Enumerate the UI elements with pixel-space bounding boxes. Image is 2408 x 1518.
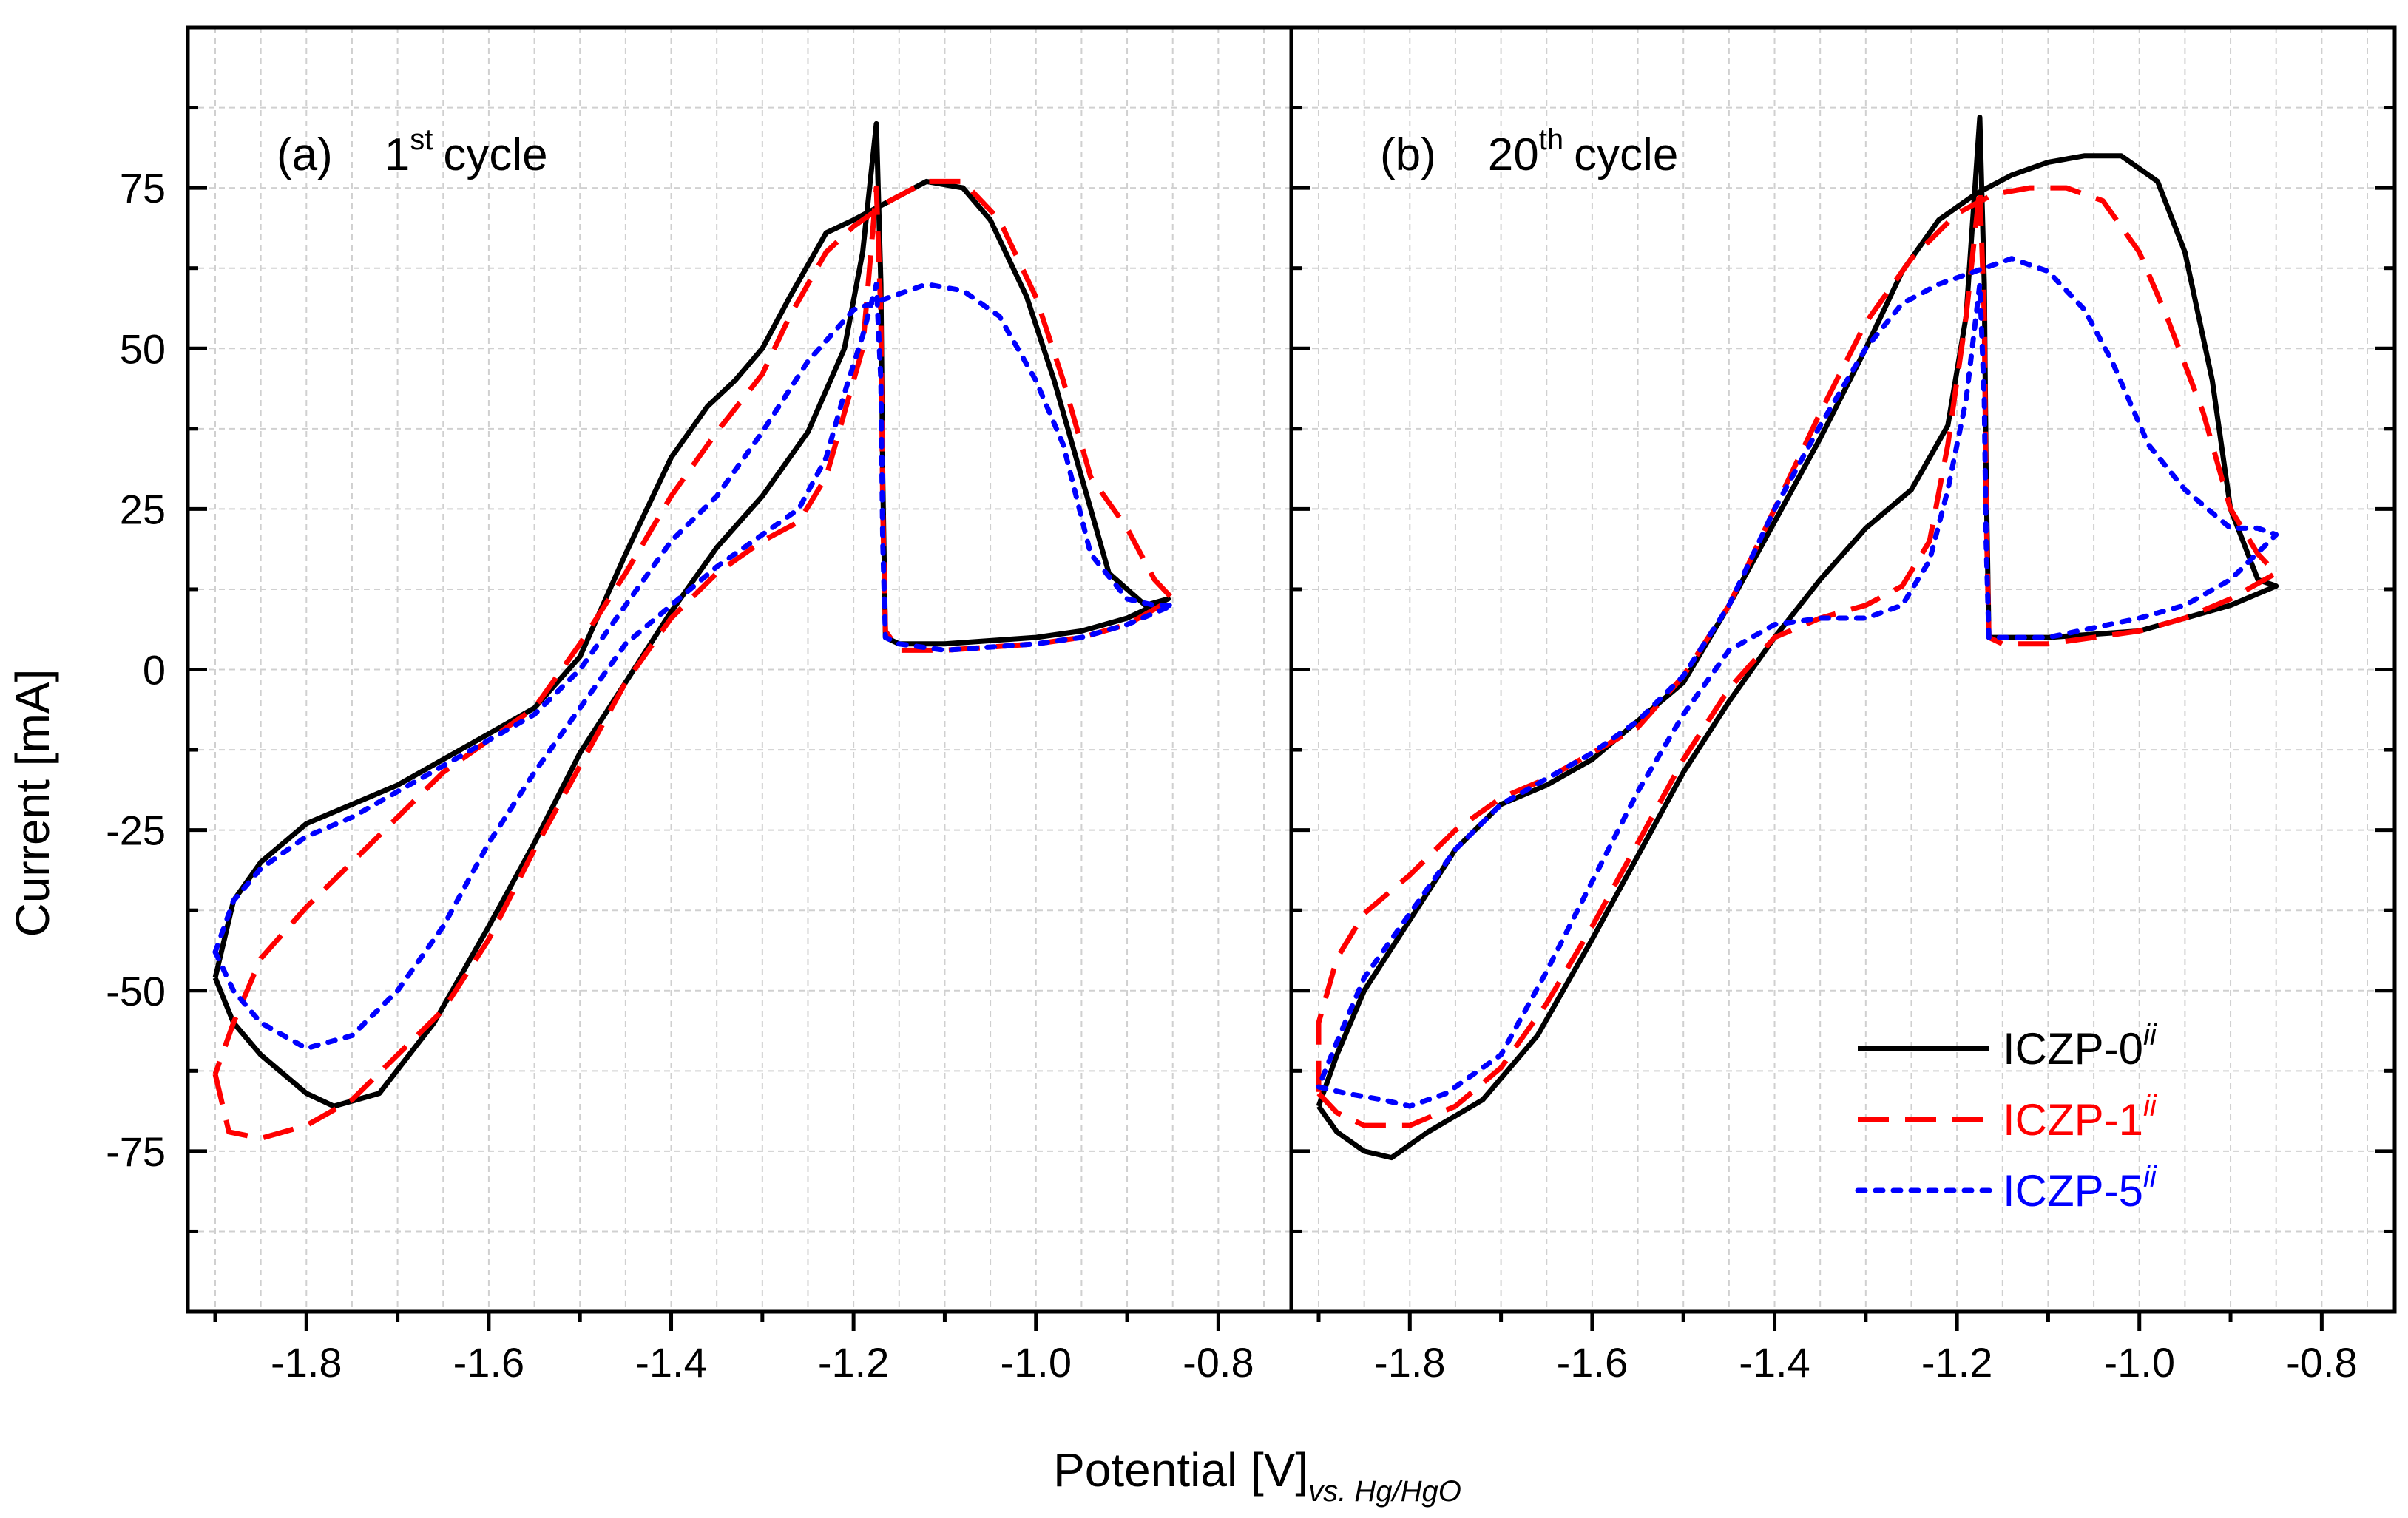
panel-b: -1.8 -1.6 -1.4 -1.2 -1.0 -0.8 (b) 20th cycle <box>1289 25 2397 1386</box>
x-tick-label: -0.8 <box>2286 1339 2358 1386</box>
x-axis-title: Potential [V]vs. Hg/HgO <box>1053 1443 1461 1508</box>
series-iczp-5-panel-a <box>212 281 1176 1051</box>
panel-title-number: 20 <box>1488 129 1539 180</box>
series-iczp-5-panel-b <box>1316 256 2279 1109</box>
panel-title-suffix: cycle <box>443 129 547 180</box>
y-tick-label: 75 <box>120 165 166 211</box>
panel-title-prefix: (b) <box>1380 129 1436 180</box>
y-axis-title: Current [mA] <box>6 669 59 938</box>
x-tick-label: -0.8 <box>1183 1339 1254 1386</box>
y-tick-label: 50 <box>120 325 166 372</box>
y-tick-label: 0 <box>143 647 166 694</box>
x-tick-label: -1.0 <box>2103 1339 2175 1386</box>
panel-title-number: 1 <box>385 129 410 180</box>
x-tick-label: -1.4 <box>635 1339 707 1386</box>
series-iczp-1-panel-b <box>1316 185 2279 1128</box>
panel-a: -1.8 -1.6 -1.4 -1.2 -1.0 -0.8 -75 -50 -25 0 25 50 75… <box>106 25 1293 1386</box>
grid-a <box>188 27 1291 1312</box>
x-tick-label: -1.2 <box>818 1339 890 1386</box>
x-tick-label: -1.6 <box>1557 1339 1629 1386</box>
panel-title-a: (a) 1st cycle <box>277 123 548 180</box>
panel-title-prefix: (a) <box>277 129 333 180</box>
panel-title-suffix: cycle <box>1574 129 1678 180</box>
y-tick-label: -75 <box>106 1128 166 1175</box>
x-tick-label: -1.6 <box>453 1339 525 1386</box>
y-tick-label: -50 <box>106 968 166 1014</box>
legend-label-iczp-5: ICZP-5ii <box>2003 1161 2157 1216</box>
legend-label-iczp-1: ICZP-1ii <box>2003 1090 2157 1145</box>
series-iczp-1-panel-a <box>212 178 1176 1141</box>
x-axis-title-main: Potential [V] <box>1053 1443 1308 1497</box>
legend: ICZP-0ii ICZP-1ii ICZP-5ii <box>1855 1019 2157 1216</box>
legend-label-iczp-0: ICZP-0ii <box>2003 1019 2157 1074</box>
y-tick-label: 25 <box>120 486 166 532</box>
panel-title-b: (b) 20th cycle <box>1380 123 1678 180</box>
series-iczp-0-panel-a <box>212 121 1171 1109</box>
x-tick-label: -1.4 <box>1739 1339 1810 1386</box>
x-tick-label: -1.8 <box>271 1339 342 1386</box>
series-iczp-0-panel-b <box>1316 115 2279 1161</box>
x-axis-title-subscript: vs. Hg/HgO <box>1308 1475 1461 1508</box>
grid-b <box>1291 27 2395 1312</box>
panel-title-superscript: st <box>410 123 433 156</box>
y-tick-label: -25 <box>106 807 166 854</box>
x-tick-label: -1.2 <box>1921 1339 1993 1386</box>
x-tick-label: -1.0 <box>1000 1339 1072 1386</box>
panel-title-superscript: th <box>1539 123 1563 156</box>
x-tick-label: -1.8 <box>1374 1339 1446 1386</box>
